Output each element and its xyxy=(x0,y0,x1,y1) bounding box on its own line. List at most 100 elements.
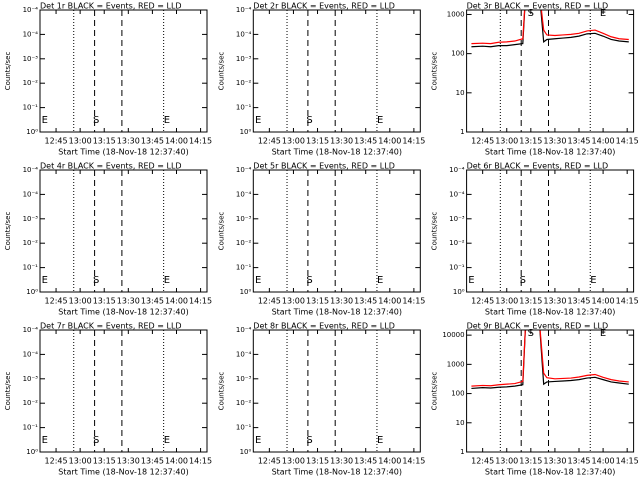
y-tick-label: 10⁻¹ xyxy=(23,104,39,112)
panel-title: Det 7r BLACK = Events, RED = LLD xyxy=(40,322,182,331)
x-axis-label: Start Time (18-Nov-18 12:37:40) xyxy=(272,148,402,157)
annotation: E xyxy=(377,275,383,286)
annotation: S xyxy=(306,115,312,126)
y-tick-label: 100 xyxy=(451,390,464,398)
y-tick-label: 10⁻¹ xyxy=(23,424,39,432)
x-tick-label: 13:45 xyxy=(354,457,377,466)
x-tick-label: 13:30 xyxy=(330,297,353,306)
annotation: E xyxy=(164,275,170,286)
y-tick-label: 10 xyxy=(456,89,465,97)
y-tick-label: 10⁰ xyxy=(26,448,38,456)
x-tick-label: 14:15 xyxy=(402,137,425,146)
y-tick-label: 10⁰ xyxy=(240,128,252,136)
x-tick-label: 13:45 xyxy=(141,297,164,306)
x-axis-label: Start Time (18-Nov-18 12:37:40) xyxy=(58,468,188,477)
x-axis-label: Start Time (18-Nov-18 12:37:40) xyxy=(272,468,402,477)
series-line xyxy=(471,330,629,387)
panel: Det 5r BLACK = Events, RED = LLD Start Ti… xyxy=(217,162,425,317)
y-tick-label: 10⁻³ xyxy=(449,215,465,223)
x-tick-label: 13:00 xyxy=(69,457,92,466)
annotation: E xyxy=(42,435,48,446)
x-tick-label: 14:15 xyxy=(616,137,639,146)
y-axis-label: Counts/sec xyxy=(431,52,439,91)
y-axis-label: Counts/sec xyxy=(4,52,12,91)
y-tick-label: 10⁻⁴ xyxy=(23,350,39,358)
x-tick-label: 13:45 xyxy=(567,457,590,466)
x-tick-label: 14:15 xyxy=(189,457,212,466)
x-tick-label: 13:15 xyxy=(306,137,329,146)
x-tick-label: 14:00 xyxy=(165,297,188,306)
x-tick-label: 12:45 xyxy=(471,137,494,146)
x-axis-label: Start Time (18-Nov-18 12:37:40) xyxy=(58,308,188,317)
x-tick-label: 13:00 xyxy=(69,137,92,146)
annotation: E xyxy=(377,435,383,446)
y-tick-label: 10⁻² xyxy=(236,239,252,247)
x-tick-label: 13:30 xyxy=(330,137,353,146)
series-line xyxy=(471,10,629,45)
y-tick-label: 1 xyxy=(460,448,464,456)
plot-frame xyxy=(252,169,421,293)
panel-title: Det 9r BLACK = Events, RED = LLD xyxy=(467,322,609,331)
annotation: E xyxy=(255,115,261,126)
y-tick-label: 10000 xyxy=(442,331,464,339)
y-tick-label: 10⁻⁴ xyxy=(236,30,252,38)
x-tick-label: 13:00 xyxy=(282,137,305,146)
x-tick-label: 13:15 xyxy=(93,457,116,466)
annotation: S xyxy=(306,435,312,446)
plot-frame xyxy=(252,9,421,133)
y-tick-label: 10⁻⁴ xyxy=(23,30,39,38)
x-tick-label: 12:45 xyxy=(258,297,281,306)
y-tick-label: 10⁻⁴ xyxy=(23,166,39,174)
y-tick-label: 10⁻³ xyxy=(23,215,39,223)
x-axis-label: Start Time (18-Nov-18 12:37:40) xyxy=(58,148,188,157)
x-tick-label: 14:15 xyxy=(189,297,212,306)
x-tick-label: 14:15 xyxy=(402,297,425,306)
x-tick-label: 13:15 xyxy=(519,297,542,306)
x-tick-label: 14:00 xyxy=(592,457,615,466)
panel-title: Det 4r BLACK = Events, RED = LLD xyxy=(40,162,182,171)
series-line xyxy=(471,10,629,48)
annotation: E xyxy=(164,435,170,446)
x-tick-label: 14:00 xyxy=(165,137,188,146)
x-tick-label: 12:45 xyxy=(45,137,68,146)
y-tick-label: 10⁻³ xyxy=(23,375,39,383)
y-tick-label: 10⁻¹ xyxy=(449,264,465,272)
y-tick-label: 100 xyxy=(451,50,464,58)
annotation: S xyxy=(306,275,312,286)
x-tick-label: 13:00 xyxy=(495,457,518,466)
y-tick-label: 10⁻⁴ xyxy=(236,350,252,358)
x-tick-label: 13:15 xyxy=(519,137,542,146)
annotation: S xyxy=(520,275,526,286)
annotation: E xyxy=(164,115,170,126)
panel: Det 8r BLACK = Events, RED = LLD Start Ti… xyxy=(217,322,425,477)
panel-title: Det 2r BLACK = Events, RED = LLD xyxy=(253,2,395,11)
annotation: E xyxy=(590,275,596,286)
y-axis-label: Counts/sec xyxy=(431,212,439,251)
y-tick-label: 10⁰ xyxy=(240,288,252,296)
annotation: E xyxy=(468,275,474,286)
y-axis-label: Counts/sec xyxy=(431,372,439,411)
y-tick-label: 10⁻⁴ xyxy=(449,166,465,174)
annotation: S xyxy=(528,328,534,339)
x-tick-label: 13:30 xyxy=(117,137,140,146)
panel-title: Det 8r BLACK = Events, RED = LLD xyxy=(253,322,395,331)
panel-title: Det 1r BLACK = Events, RED = LLD xyxy=(40,2,182,11)
y-tick-label: 10⁰ xyxy=(240,448,252,456)
y-tick-label: 1000 xyxy=(447,360,465,368)
y-tick-label: 10⁻⁴ xyxy=(236,326,252,334)
plot-frame xyxy=(466,9,635,133)
x-tick-label: 12:45 xyxy=(258,457,281,466)
y-tick-label: 10⁻⁴ xyxy=(23,190,39,198)
annotation: E xyxy=(255,435,261,446)
x-tick-label: 12:45 xyxy=(471,457,494,466)
y-tick-label: 10⁻³ xyxy=(236,215,252,223)
plot-frame xyxy=(466,329,635,453)
annotation: E xyxy=(42,275,48,286)
plot-frame xyxy=(39,169,208,293)
x-tick-label: 13:00 xyxy=(282,457,305,466)
panel: Det 7r BLACK = Events, RED = LLD Start Ti… xyxy=(4,322,212,477)
x-tick-label: 13:30 xyxy=(543,457,566,466)
plot-frame xyxy=(466,169,635,293)
x-tick-label: 13:15 xyxy=(306,457,329,466)
